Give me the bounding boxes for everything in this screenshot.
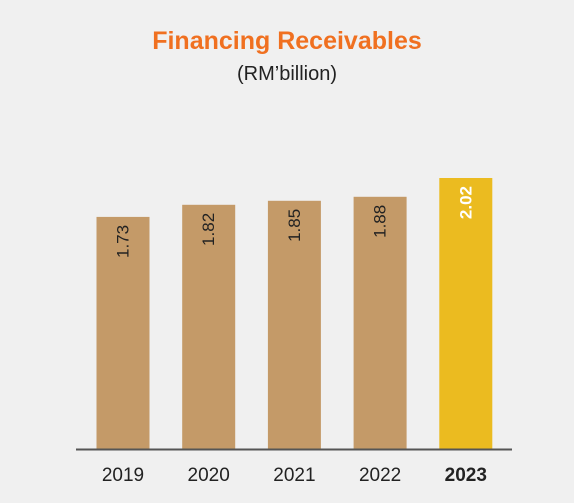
bar-2020 <box>182 204 236 449</box>
bar-2022 <box>353 196 407 449</box>
chart-title: Financing Receivables <box>152 27 422 55</box>
value-label-2020: 1.82 <box>199 213 218 246</box>
bar-2021 <box>267 200 321 449</box>
bar-2019 <box>96 216 150 449</box>
x-tick-label-2019: 2019 <box>102 465 144 486</box>
chart-subtitle: (RM’billion) <box>236 63 337 85</box>
value-labels-layer: 1.73 1.82 1.85 1.88 2.02 <box>114 186 476 258</box>
x-tick-label-2022: 2022 <box>359 465 401 486</box>
x-tick-label-2023: 2023 <box>445 465 487 486</box>
x-tick-label-2020: 2020 <box>188 465 230 486</box>
value-label-2019: 1.73 <box>114 225 133 258</box>
value-label-2022: 1.88 <box>371 205 390 238</box>
bars-layer <box>96 178 493 449</box>
value-label-2023: 2.02 <box>456 186 475 219</box>
x-tick-label-2021: 2021 <box>273 465 315 486</box>
value-label-2021: 1.85 <box>285 209 304 242</box>
bar-2023 <box>439 178 493 449</box>
x-tick-labels-layer: 2019 2020 2021 2022 2023 <box>102 465 487 486</box>
